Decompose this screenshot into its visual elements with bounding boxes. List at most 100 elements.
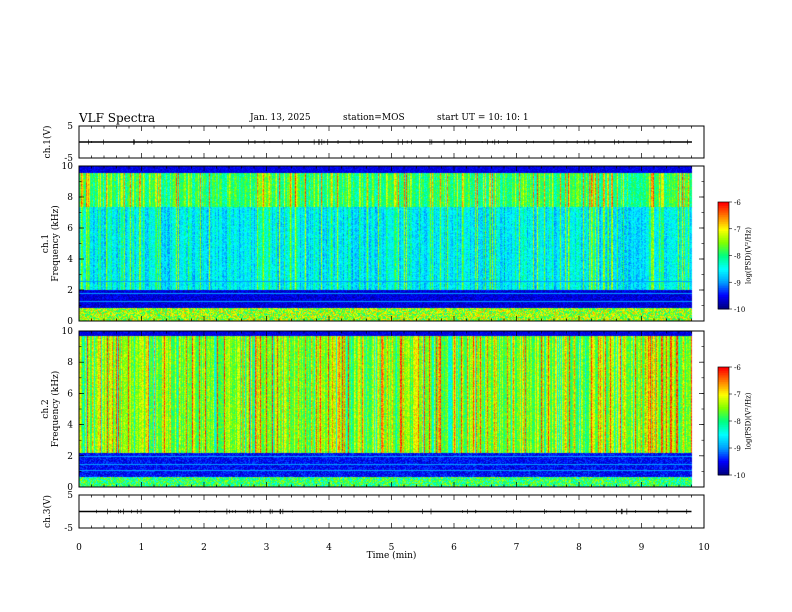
- colorbar-cell: [718, 287, 729, 290]
- y-tick-label: 6: [67, 224, 73, 234]
- colorbar-cell: [718, 243, 729, 246]
- colorbar-cell: [718, 379, 729, 382]
- colorbar-cell: [718, 408, 729, 411]
- colorbar-cell: [718, 264, 729, 267]
- colorbar-cell: [718, 255, 729, 258]
- x-tick-label: 6: [451, 543, 457, 553]
- colorbar-cell: [718, 284, 729, 287]
- colorbar-cell: [718, 230, 729, 233]
- colorbar-cell: [718, 433, 729, 436]
- colorbar-cell: [718, 250, 729, 253]
- colorbar-tick-label: -9: [734, 279, 741, 287]
- colorbar-cell: [718, 253, 729, 256]
- colorbar-cell: [718, 399, 729, 402]
- colorbar-cell: [718, 269, 729, 273]
- colorbar-cell: [718, 466, 729, 469]
- colorbar-cell: [718, 301, 729, 305]
- colorbar-cell: [718, 473, 729, 476]
- y-tick-label: 2: [67, 452, 73, 462]
- colorbar-cell: [718, 435, 729, 438]
- colorbar-tick-label: -10: [734, 472, 745, 480]
- spectrogram-image: [79, 166, 704, 321]
- colorbar-cell: [718, 397, 729, 400]
- colorbar-cell: [718, 296, 729, 299]
- y-axis-label: Frequency (kHz): [50, 371, 61, 448]
- x-tick-label: 1: [139, 543, 145, 553]
- colorbar-cell: [718, 218, 729, 221]
- colorbar-cell: [718, 368, 729, 372]
- colorbar-cell: [718, 395, 729, 399]
- colorbar-cell: [718, 237, 729, 240]
- colorbar-cell: [718, 257, 729, 260]
- colorbar-cell: [718, 262, 729, 265]
- spectrogram-image: [79, 331, 704, 487]
- colorbar-cell: [718, 282, 729, 285]
- colorbar-cell: [718, 307, 729, 310]
- y-tick-label: 4: [67, 421, 73, 431]
- colorbar-cell: [718, 460, 729, 463]
- colorbar-cell: [718, 428, 729, 431]
- colorbar-cell: [718, 449, 729, 453]
- colorbar-cell: [718, 298, 729, 301]
- colorbar-tick-label: -8: [734, 418, 741, 426]
- colorbar-label-group: log(PSD)(V²/Hz): [744, 392, 752, 449]
- colorbar-cell: [718, 446, 729, 449]
- colorbar-cell: [718, 415, 729, 418]
- colorbar-cell: [718, 267, 729, 271]
- x-tick-label: 9: [639, 543, 645, 553]
- colorbar-cell: [718, 444, 729, 447]
- colorbar-cell: [718, 239, 729, 242]
- date-label: Jan. 13, 2025: [250, 113, 311, 123]
- colorbar-cell: [718, 285, 729, 289]
- colorbar-cell: [718, 251, 729, 255]
- y-tick-label: 10: [62, 162, 74, 172]
- colorbar-cell: [718, 394, 729, 397]
- x-tick-label: 3: [264, 543, 270, 553]
- colorbar-cell: [718, 303, 729, 306]
- colorbar-cell: [718, 273, 729, 276]
- x-tick-label: 10: [698, 543, 710, 553]
- colorbar-cell: [718, 377, 729, 381]
- colorbar-cell: [718, 244, 729, 248]
- colorbar-cell: [718, 388, 729, 391]
- colorbar-cell: [718, 259, 729, 262]
- colorbar-tick-label: -6: [734, 199, 741, 207]
- colorbar-cell: [718, 248, 729, 251]
- y-tick-label: -5: [64, 154, 73, 164]
- x-tick-label: 5: [389, 543, 395, 553]
- colorbar-cell: [718, 226, 729, 230]
- colorbar-cell: [718, 426, 729, 429]
- colorbar-cell: [718, 431, 729, 435]
- colorbar-cell: [718, 417, 729, 420]
- y-axis-label-group: ch.2 Frequency (kHz): [41, 371, 61, 448]
- y-tick-label: 0: [67, 483, 73, 493]
- colorbar-cell: [718, 451, 729, 454]
- colorbar-cell: [718, 266, 729, 269]
- colorbar-cell: [718, 219, 729, 223]
- colorbar-cell: [718, 294, 729, 298]
- colorbar-cell: [718, 421, 729, 424]
- colorbar-cell: [718, 374, 729, 377]
- colorbar-cell: [718, 464, 729, 467]
- y-axis-label-group: ch.1 Frequency (kHz): [41, 205, 61, 282]
- colorbar-cell: [718, 214, 729, 217]
- colorbar-cell: [718, 469, 729, 472]
- colorbar-cell: [718, 235, 729, 239]
- colorbar-cell: [718, 223, 729, 226]
- colorbar-cell: [718, 385, 729, 388]
- y-tick-label: 8: [67, 358, 73, 368]
- colorbar-cell: [718, 275, 729, 278]
- colorbar-cell: [718, 401, 729, 404]
- colorbar-tick-label: -7: [734, 391, 741, 399]
- colorbar-label: log(PSD)(V²/Hz): [744, 392, 752, 449]
- y-axis-label: ch.1: [41, 234, 51, 253]
- colorbar-tick-label: -6: [734, 364, 741, 372]
- colorbar-tick-label: -7: [734, 226, 741, 234]
- y-axis-label: Frequency (kHz): [50, 205, 61, 282]
- colorbar-cell: [718, 462, 729, 465]
- colorbar-cell: [718, 455, 729, 458]
- x-tick-label: 2: [201, 543, 207, 553]
- y-axis-label: ch.3(V): [42, 495, 53, 528]
- colorbar-cell: [718, 430, 729, 433]
- start-time-label: start UT = 10: 10: 1: [437, 113, 529, 123]
